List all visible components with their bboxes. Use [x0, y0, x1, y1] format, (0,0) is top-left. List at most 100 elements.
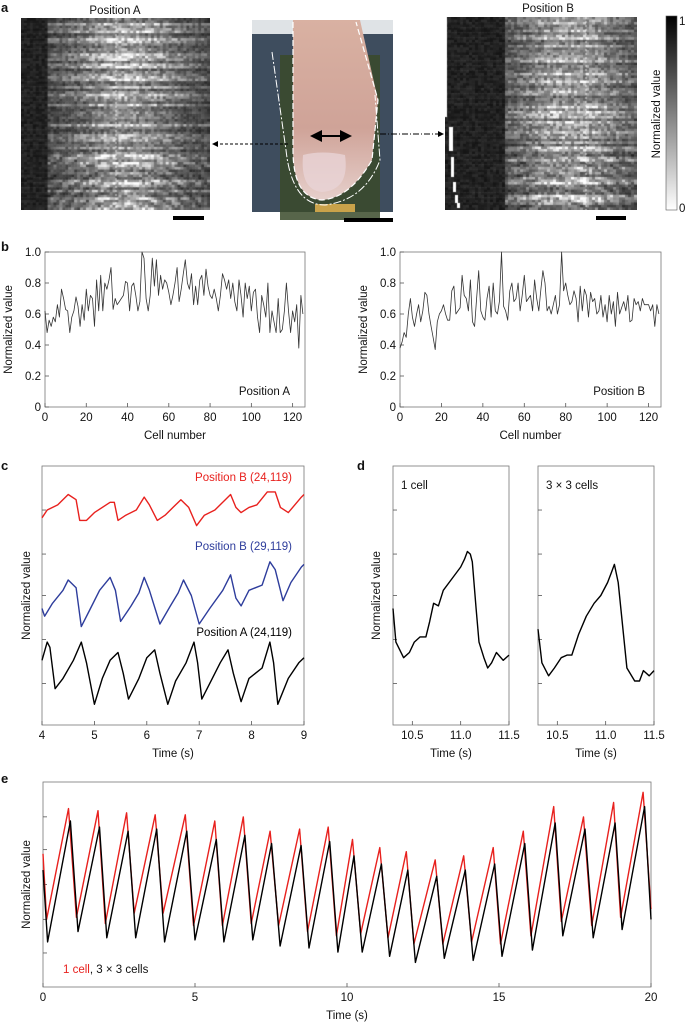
series-label: Position B (29,119) — [195, 541, 292, 553]
chart-e: 0 5 10 15 20 Time (s) Normalized value — [21, 781, 658, 1022]
series-label: Position A (24,119) — [196, 627, 292, 639]
x-tick-label: 10 — [341, 992, 354, 1004]
x-axis-label: Time (s) — [326, 1010, 368, 1022]
legend-separator: , — [90, 964, 93, 976]
x-tick-label: 80 — [559, 412, 572, 424]
x-tick-label: 11.5 — [498, 730, 520, 742]
x-tick-label: 9 — [301, 730, 307, 742]
x-axis-label: Time (s) — [152, 748, 194, 760]
series-line — [537, 563, 655, 682]
plot-frame — [44, 251, 306, 408]
heatmap-position-b — [445, 17, 637, 210]
scale-bar-a — [173, 216, 204, 220]
chart-b-left: 0 20 40 60 80 100 120 0 0.2 0.4 0.6 0.8 1.0 Cell numb… — [3, 247, 306, 442]
y-tick-label: 0.2 — [25, 371, 41, 383]
plot-annotation: Position B — [593, 386, 645, 398]
panel-label-b: b — [1, 239, 9, 254]
x-tick-label: 120 — [639, 412, 658, 424]
x-tick-label: 11.0 — [595, 730, 617, 742]
x-tick-label: 0 — [397, 412, 403, 424]
x-tick-label: 20 — [645, 992, 658, 1004]
chart-c: 4 5 6 7 8 9 Time (s) Normalized value Position B… — [21, 465, 307, 760]
y-axis-label: Normalized value — [3, 285, 15, 374]
scale-bar-b — [596, 216, 626, 220]
x-tick-label: 20 — [435, 412, 448, 424]
x-tick-label: 60 — [162, 412, 175, 424]
y-axis-label: Normalized value — [358, 285, 370, 374]
y-tick-label: 0.2 — [380, 371, 396, 383]
y-tick-label: 0.8 — [380, 278, 396, 290]
colorbar: 1 0 Normalized value — [651, 15, 685, 215]
x-tick-label: 0 — [40, 992, 46, 1004]
x-tick-label: 11.5 — [643, 730, 665, 742]
y-tick-label: 0.4 — [25, 340, 42, 352]
plot-frame — [399, 251, 662, 408]
x-tick-label: 6 — [144, 730, 150, 742]
colorbar-min-label: 0 — [679, 203, 685, 215]
heatmap-position-a — [21, 18, 210, 210]
panel-label-a: a — [1, 0, 9, 15]
colorbar-label: Normalized value — [651, 70, 663, 159]
x-tick-label: 80 — [204, 412, 217, 424]
series-line-position-b-24-119- — [41, 491, 305, 527]
chart-d-left: 10.5 11.0 11.5 Time (s) Normalized value 1 ce… — [371, 465, 520, 760]
y-tick-label: 0.4 — [380, 340, 397, 352]
series-line-position-a-24-119- — [41, 641, 305, 705]
plot-frame — [41, 465, 305, 726]
chart-d-right: 10.5 11.0 11.5 Time (s) 3 × 3 cells — [537, 465, 665, 760]
legend-e: 1 cell, 3 × 3 cells — [63, 964, 149, 976]
x-tick-label: 120 — [283, 412, 302, 424]
x-tick-label: 40 — [121, 412, 134, 424]
y-tick-label: 0.6 — [25, 309, 41, 321]
series-line — [392, 550, 510, 669]
x-tick-label: 11.0 — [450, 730, 472, 742]
x-axis-label: Cell number — [500, 430, 562, 442]
x-tick-label: 7 — [196, 730, 202, 742]
panel-label-e: e — [1, 771, 8, 786]
scale-bar-photo — [344, 218, 393, 222]
series-line — [44, 251, 304, 349]
series-label: Position B (24,119) — [195, 472, 292, 484]
x-tick-label: 15 — [493, 992, 506, 1004]
x-tick-label: 5 — [192, 992, 198, 1004]
x-tick-label: 60 — [518, 412, 531, 424]
colorbar-max-label: 1 — [679, 16, 685, 28]
series-line — [399, 251, 660, 350]
y-tick-label: 0.8 — [25, 278, 41, 290]
y-tick-label: 0 — [35, 402, 41, 414]
x-tick-label: 8 — [248, 730, 254, 742]
plot-annotation: Position A — [239, 386, 290, 398]
series-line-3-3-cells — [42, 805, 652, 964]
plot-frame — [392, 465, 510, 726]
heatmap-b-title: Position B — [522, 3, 574, 15]
chart-b-right: 0 20 40 60 80 100 120 0 0.2 0.4 0.6 0.8 1.0 Cell numb… — [358, 247, 662, 442]
plot-annotation: 1 cell — [401, 480, 428, 492]
finger-photo — [252, 20, 393, 220]
y-axis-label: Normalized value — [21, 551, 33, 640]
series-line-position-b-29-119- — [41, 561, 305, 628]
x-tick-label: 40 — [476, 412, 489, 424]
plot-frame — [537, 465, 655, 726]
legend-1-cell: 1 cell — [63, 964, 90, 976]
x-tick-label: 100 — [598, 412, 617, 424]
heatmap-a-title: Position A — [89, 5, 140, 17]
x-tick-label: 20 — [80, 412, 93, 424]
plot-annotation: 3 × 3 cells — [546, 480, 598, 492]
legend-3x3-cells: 3 × 3 cells — [93, 964, 149, 976]
x-axis-label: Cell number — [144, 430, 206, 442]
y-axis-label: Normalized value — [21, 840, 33, 929]
x-axis-label: Time (s) — [575, 748, 617, 760]
y-tick-label: 0.6 — [380, 309, 396, 321]
x-tick-label: 5 — [91, 730, 97, 742]
x-tick-label: 10.5 — [401, 730, 423, 742]
y-tick-label: 1.0 — [380, 247, 396, 259]
y-tick-label: 1.0 — [25, 247, 41, 259]
series-line-1-cell — [42, 791, 652, 945]
panel-label-d: d — [357, 458, 365, 473]
panel-label-c: c — [1, 458, 8, 473]
x-tick-label: 10.5 — [546, 730, 568, 742]
x-axis-label: Time (s) — [430, 748, 472, 760]
y-axis-label: Normalized value — [371, 551, 383, 640]
y-tick-label: 0 — [390, 402, 396, 414]
